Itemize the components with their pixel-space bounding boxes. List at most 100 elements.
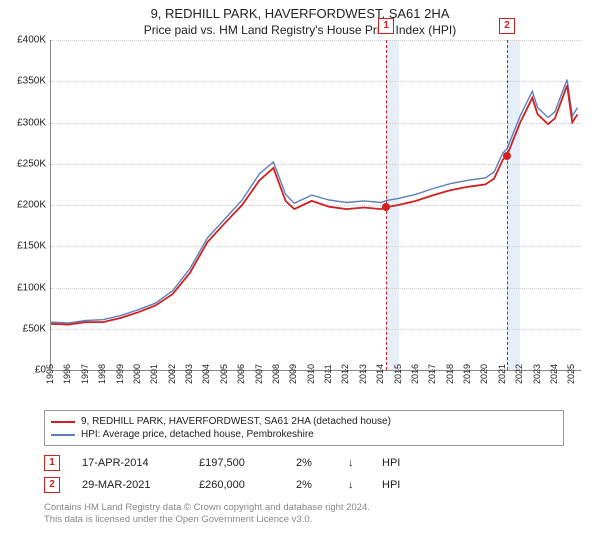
sale-date: 29-MAR-2021 [82, 479, 177, 491]
y-tick-label: £200K [17, 200, 46, 211]
x-tick-label: 1996 [62, 364, 72, 384]
x-tick-label: 2005 [219, 364, 229, 384]
series-price_paid [51, 85, 578, 324]
x-tick [328, 369, 329, 373]
x-tick [241, 369, 242, 373]
x-axis: 1995199619971998199920002001200220032004… [50, 370, 580, 400]
sale-marker-box: 2 [499, 18, 515, 34]
x-tick-label: 2020 [479, 364, 489, 384]
x-tick-label: 2008 [271, 364, 281, 384]
x-tick-label: 2004 [201, 364, 211, 384]
x-tick [276, 369, 277, 373]
x-tick [137, 369, 138, 373]
attribution-line: This data is licensed under the Open Gov… [44, 514, 564, 526]
attribution-line: Contains HM Land Registry data © Crown c… [44, 502, 564, 514]
x-tick [537, 369, 538, 373]
x-tick [398, 369, 399, 373]
x-tick-label: 1997 [80, 364, 90, 384]
y-tick-label: £50K [23, 323, 46, 334]
y-tick-label: £100K [17, 282, 46, 293]
sale-vs: HPI [382, 479, 400, 491]
x-tick [467, 369, 468, 373]
sale-row: 229-MAR-2021£260,0002%↓HPI [44, 474, 564, 496]
x-tick [67, 369, 68, 373]
legend-item: 9, REDHILL PARK, HAVERFORDWEST, SA61 2HA… [51, 415, 557, 428]
x-tick-label: 2015 [393, 364, 403, 384]
x-tick [450, 369, 451, 373]
x-tick-label: 2007 [254, 364, 264, 384]
sale-point [382, 203, 390, 211]
chart-area: £0£50K£100K£150K£200K£250K£300K£350K£400… [0, 40, 600, 400]
x-tick-label: 2023 [532, 364, 542, 384]
x-tick [293, 369, 294, 373]
x-tick-label: 1999 [115, 364, 125, 384]
x-tick-label: 2010 [306, 364, 316, 384]
y-tick-label: £350K [17, 76, 46, 87]
x-tick [571, 369, 572, 373]
y-tick-label: £400K [17, 35, 46, 46]
x-tick-label: 2016 [410, 364, 420, 384]
x-tick [259, 369, 260, 373]
x-tick-label: 2003 [184, 364, 194, 384]
x-tick [224, 369, 225, 373]
sale-point [503, 152, 511, 160]
y-tick-label: £300K [17, 117, 46, 128]
sales-table: 1 17-APR-2014 £197,500 2% ↓ HPI 2 29-MAR-2021 £2… [44, 452, 564, 496]
x-tick [345, 369, 346, 373]
x-tick [85, 369, 86, 373]
y-tick-label: £150K [17, 241, 46, 252]
plot-area: 12 [50, 40, 581, 371]
x-tick [120, 369, 121, 373]
x-tick [415, 369, 416, 373]
x-tick-label: 2017 [427, 364, 437, 384]
legend-label: 9, REDHILL PARK, HAVERFORDWEST, SA61 2HA… [81, 416, 391, 427]
sale-vs: HPI [382, 457, 400, 469]
x-tick [363, 369, 364, 373]
y-axis: £0£50K£100K£150K£200K£250K£300K£350K£400… [0, 40, 50, 400]
x-tick [432, 369, 433, 373]
x-tick [502, 369, 503, 373]
sale-price: £197,500 [199, 457, 274, 469]
sale-id-box: 2 [44, 477, 60, 493]
x-tick [380, 369, 381, 373]
legend: 9, REDHILL PARK, HAVERFORDWEST, SA61 2HA… [44, 410, 564, 446]
attribution: Contains HM Land Registry data © Crown c… [44, 502, 564, 527]
x-tick-label: 2012 [340, 364, 350, 384]
x-tick [554, 369, 555, 373]
x-tick-label: 2018 [445, 364, 455, 384]
y-tick-label: £250K [17, 158, 46, 169]
x-tick-label: 2024 [549, 364, 559, 384]
x-tick [189, 369, 190, 373]
x-tick-label: 1998 [97, 364, 107, 384]
x-tick [484, 369, 485, 373]
sale-pct: 2% [296, 457, 326, 469]
sale-date: 17-APR-2014 [82, 457, 177, 469]
x-tick [102, 369, 103, 373]
legend-item: HPI: Average price, detached house, Pemb… [51, 428, 557, 441]
x-tick-label: 2006 [236, 364, 246, 384]
x-tick [50, 369, 51, 373]
line-series [51, 40, 581, 370]
x-tick-label: 2000 [132, 364, 142, 384]
x-tick [172, 369, 173, 373]
x-tick-label: 2014 [375, 364, 385, 384]
x-tick-label: 2009 [288, 364, 298, 384]
x-tick [206, 369, 207, 373]
sale-vline [507, 40, 508, 370]
legend-swatch [51, 421, 75, 423]
x-tick-label: 2022 [514, 364, 524, 384]
x-tick-label: 2013 [358, 364, 368, 384]
x-tick [519, 369, 520, 373]
sale-marker-box: 1 [378, 18, 394, 34]
sale-pct: 2% [296, 479, 326, 491]
legend-swatch [51, 434, 75, 436]
sale-row: 1 17-APR-2014 £197,500 2% ↓ HPI [44, 452, 564, 474]
x-tick-label: 2001 [149, 364, 159, 384]
x-tick-label: 2019 [462, 364, 472, 384]
sale-id-box: 1 [44, 455, 60, 471]
arrow-down-icon: ↓ [348, 457, 360, 469]
sale-price: £260,000 [199, 479, 274, 491]
x-tick [154, 369, 155, 373]
x-tick-label: 2002 [167, 364, 177, 384]
x-tick-label: 1995 [45, 364, 55, 384]
